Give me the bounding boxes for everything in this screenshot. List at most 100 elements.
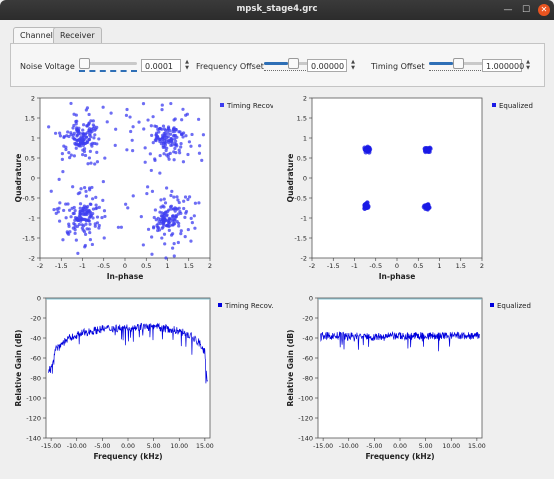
constellation-point	[89, 202, 93, 207]
constellation-point	[114, 127, 118, 131]
constellation-point	[71, 185, 75, 189]
constellation-point	[169, 233, 174, 237]
constellation-point	[57, 177, 61, 181]
x-tick-label: 10.00	[442, 443, 460, 450]
constellation-point	[88, 222, 92, 226]
frequency-offset-slider[interactable]	[264, 58, 322, 72]
constellation-point	[58, 201, 62, 205]
constellation-point	[159, 141, 163, 146]
constellation-point	[141, 243, 145, 247]
constellation-point	[74, 141, 79, 146]
constellation-point	[84, 211, 89, 215]
timing-offset-stepper[interactable]: ▲ ▼	[526, 59, 530, 71]
constellation-point	[87, 186, 92, 190]
constellation-point	[424, 203, 430, 209]
constellation-point	[162, 220, 166, 224]
constellation-point	[74, 122, 78, 126]
constellation-point	[64, 145, 68, 149]
y-tick-label: -120	[26, 415, 41, 423]
close-icon[interactable]: ✕	[538, 4, 550, 16]
constellation-point	[173, 117, 177, 121]
constellation-point	[193, 201, 198, 205]
noise-voltage-slider[interactable]	[79, 58, 137, 72]
constellation-point	[170, 143, 174, 147]
slider-ticks	[429, 70, 487, 72]
constellation-point	[174, 128, 178, 132]
constellation-point	[116, 225, 120, 229]
constellation-point	[164, 148, 168, 153]
constellation-point	[95, 221, 100, 225]
y-tick-label: -0.5	[22, 195, 35, 203]
constellation-point	[97, 137, 101, 141]
constellation-point	[167, 208, 171, 212]
maximize-icon[interactable]: ☐	[521, 5, 531, 15]
constellation-point	[149, 168, 153, 173]
constellation-point	[160, 127, 164, 131]
slider-knob[interactable]	[79, 58, 90, 69]
constellation-point	[91, 216, 95, 220]
constellation-point	[181, 160, 186, 164]
constellation-point	[169, 204, 174, 208]
timing-offset-slider[interactable]	[429, 58, 487, 72]
noise-voltage-stepper[interactable]: ▲ ▼	[185, 59, 189, 71]
constellation-point	[179, 229, 183, 233]
constellation-point	[78, 206, 82, 210]
constellation-point	[180, 132, 184, 136]
constellation-point	[80, 208, 84, 213]
timing-offset-spinbox[interactable]: 1.000000	[482, 59, 524, 72]
constellation-point	[187, 195, 192, 199]
constellation-point	[73, 209, 77, 213]
constellation-point	[150, 252, 154, 256]
y-axis-label: Relative Gain (dB)	[286, 330, 295, 407]
y-tick-label: 1.5	[297, 115, 307, 123]
constellation-point	[177, 200, 181, 205]
y-tick-label: -1	[301, 215, 307, 223]
plot-canvas	[317, 297, 483, 439]
constellation-point	[176, 212, 180, 216]
y-tick-label: -0.5	[294, 195, 307, 203]
constellation-point	[105, 120, 109, 124]
constellation-point	[160, 215, 164, 219]
constellation-point	[113, 143, 117, 148]
minimize-icon[interactable]: —	[503, 5, 513, 15]
tab-receiver[interactable]: Receiver	[53, 27, 102, 43]
slider-knob[interactable]	[288, 58, 299, 69]
x-tick-label: 2	[480, 262, 484, 270]
y-tick-label: -100	[298, 395, 313, 403]
constellation-point	[149, 124, 153, 128]
slider-knob[interactable]	[453, 58, 464, 69]
constellation-point	[85, 206, 89, 210]
constellation-point	[71, 226, 75, 230]
frequency-offset-spinbox[interactable]: 0.00000	[307, 59, 347, 72]
frequency-offset-stepper[interactable]: ▲ ▼	[351, 59, 355, 71]
frequency-plot-equalized[interactable]: Equalized Frequency (kHz) Relative Gain (d…	[280, 290, 545, 475]
constellation-point	[131, 149, 135, 153]
constellation-plot-equalized[interactable]: Equalized In-phase Quadrature -2 -1.5 -1 -0.5 0…	[280, 90, 545, 290]
constellation-point	[159, 205, 163, 209]
constellation-point	[197, 201, 201, 205]
constellation-point	[364, 203, 370, 209]
x-tick-label: -15.00	[313, 443, 333, 450]
constellation-point	[177, 224, 181, 228]
constellation-point	[75, 133, 79, 137]
constellation-point	[367, 150, 372, 155]
constellation-point	[87, 138, 91, 142]
constellation-point	[71, 126, 75, 130]
y-tick-label: -60	[302, 355, 313, 363]
y-tick-label: 1	[31, 135, 35, 143]
constellation-point	[84, 135, 89, 139]
constellation-point	[71, 136, 75, 140]
legend-label: Equalized	[499, 102, 533, 110]
constellation-point	[72, 205, 76, 210]
constellation-point	[69, 133, 73, 137]
constellation-point	[86, 162, 90, 166]
frequency-plot-timing-recov[interactable]: Timing Recov. Frequency (kHz) Relative Gai…	[8, 290, 273, 475]
constellation-point	[100, 215, 104, 220]
constellation-point	[90, 144, 94, 148]
noise-voltage-spinbox[interactable]: 0.0001	[141, 59, 181, 72]
x-tick-label: 1	[165, 262, 169, 270]
constellation-point	[182, 206, 186, 211]
legend-label: Timing Recov.	[226, 102, 273, 110]
constellation-point	[155, 134, 160, 138]
constellation-plot-timing-recov[interactable]: Timing Recov. In-phase Quadrature -2 -1.5 -1 -…	[8, 90, 273, 290]
